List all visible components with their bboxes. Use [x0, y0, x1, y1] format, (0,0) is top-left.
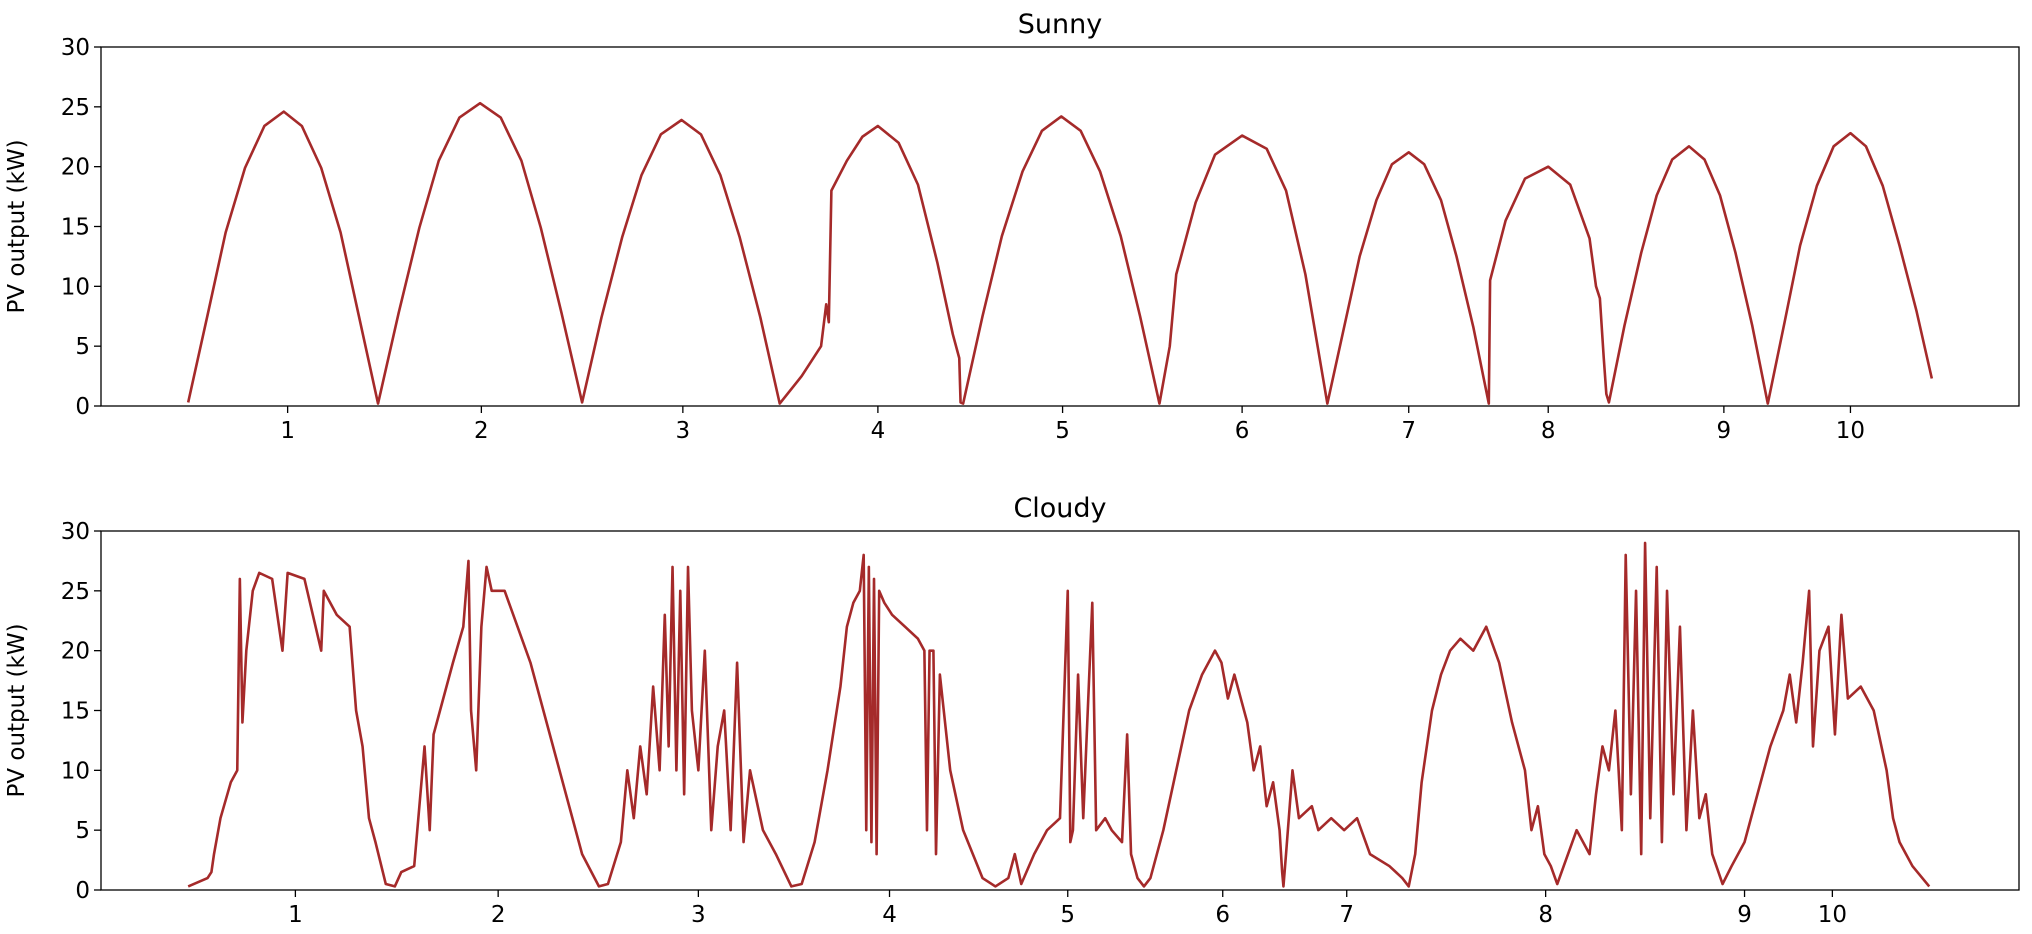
x-tick-label: 6: [1215, 902, 1230, 928]
data-line: [187, 541, 1931, 888]
y-axis-label: PV output (kW): [4, 139, 30, 313]
y-tick-label: 10: [61, 274, 90, 300]
x-tick-label: 1: [280, 418, 295, 444]
x-tick-label: 7: [1339, 902, 1354, 928]
x-tick-label: 5: [1055, 418, 1070, 444]
y-tick-label: 5: [75, 334, 90, 360]
x-tick-label: 6: [1235, 418, 1250, 444]
y-tick-label: 30: [61, 35, 90, 61]
y-tick-label: 25: [61, 579, 90, 605]
y-tick-label: 25: [61, 95, 90, 121]
y-axis-label: PV output (kW): [4, 623, 30, 797]
x-tick-label: 9: [1737, 902, 1752, 928]
y-tick-label: 10: [61, 758, 90, 784]
x-tick-label: 2: [474, 418, 489, 444]
x-tick-label: 8: [1541, 418, 1556, 444]
x-tick-label: 3: [676, 418, 691, 444]
x-tick-label: 1: [288, 902, 303, 928]
x-tick-label: 8: [1538, 902, 1553, 928]
y-tick-label: 15: [61, 215, 90, 241]
axes-frame: [100, 530, 2020, 891]
x-tick-label: 4: [882, 902, 897, 928]
data-line: [186, 101, 1934, 405]
y-tick-label: 20: [61, 155, 90, 181]
y-tick-label: 0: [75, 394, 90, 420]
axes-frame: [100, 46, 2020, 407]
chart-title: Cloudy: [1013, 493, 1106, 524]
x-tick-label: 9: [1717, 418, 1732, 444]
x-tick-label: 10: [1836, 418, 1865, 444]
x-tick-label: 7: [1401, 418, 1416, 444]
x-tick-label: 2: [491, 902, 506, 928]
y-tick-label: 30: [61, 519, 90, 545]
x-tick-label: 4: [871, 418, 886, 444]
y-tick-label: 0: [75, 878, 90, 904]
chart-title: Sunny: [1018, 9, 1102, 40]
x-tick-label: 10: [1818, 902, 1847, 928]
x-tick-label: 3: [691, 902, 706, 928]
x-tick-label: 5: [1060, 902, 1075, 928]
y-tick-label: 20: [61, 639, 90, 665]
y-tick-label: 5: [75, 818, 90, 844]
y-tick-label: 15: [61, 699, 90, 725]
